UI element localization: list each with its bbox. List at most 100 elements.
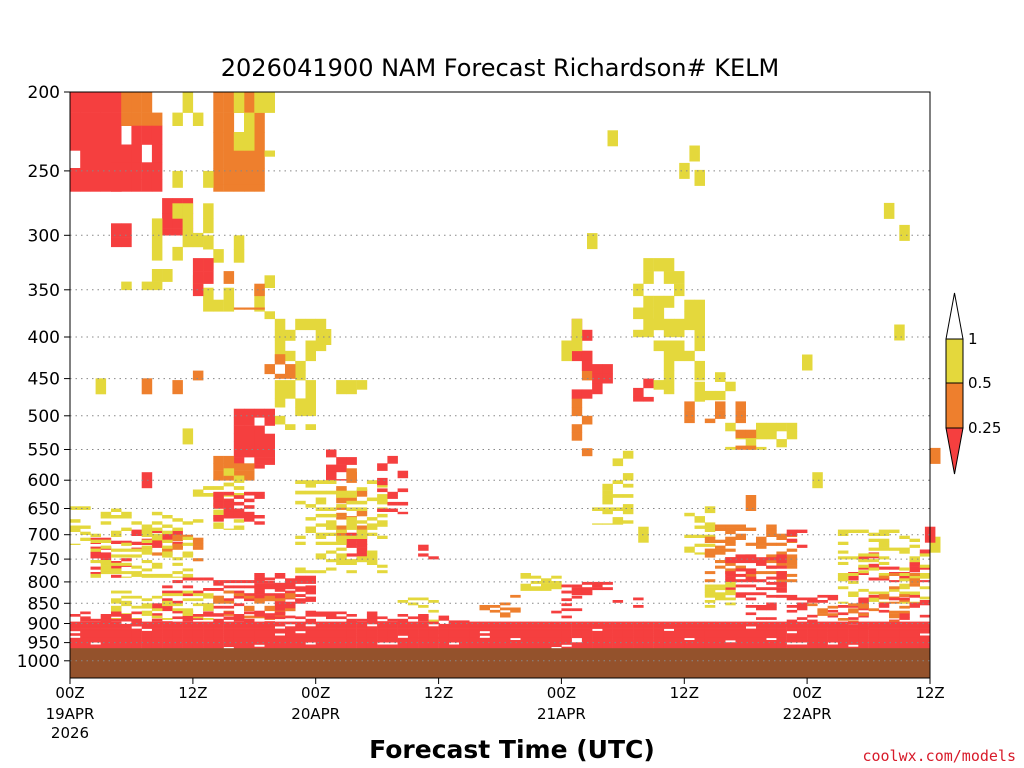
heatmap-cell: [244, 168, 255, 185]
heatmap-cell: [254, 425, 265, 435]
heatmap-cell: [592, 364, 603, 375]
heatmap-cell: [469, 630, 480, 634]
heatmap-cell: [561, 598, 572, 602]
heatmap-cell: [909, 544, 920, 548]
heatmap-cell: [858, 566, 869, 570]
heatmap-cell: [592, 633, 603, 636]
heatmap-cell: [418, 640, 429, 643]
heatmap-cell: [336, 535, 347, 539]
heatmap-cell: [909, 644, 920, 647]
heatmap-cell: [530, 630, 542, 634]
heatmap-cell: [203, 218, 214, 234]
heatmap-cell: [776, 644, 787, 647]
heatmap-cell: [244, 633, 255, 636]
heatmap-cell: [530, 586, 542, 590]
heatmap-cell: [715, 592, 726, 596]
heatmap-cell: [100, 621, 112, 624]
heatmap-cell: [776, 422, 787, 432]
heatmap-cell: [745, 637, 757, 641]
heatmap-cell: [336, 541, 347, 545]
heatmap-cell: [541, 581, 552, 584]
heatmap-cell: [622, 504, 634, 508]
heatmap-cell: [397, 630, 409, 634]
heatmap-cell: [203, 595, 214, 599]
heatmap-cell: [121, 642, 132, 645]
heatmap-cell: [346, 496, 357, 501]
heatmap-cell: [121, 562, 132, 566]
heatmap-cell: [541, 644, 552, 647]
heatmap-cell: [715, 621, 726, 625]
heatmap-cell: [213, 522, 224, 526]
heatmap-cell: [285, 329, 296, 341]
heatmap-cell: [264, 311, 275, 320]
heatmap-cell: [326, 464, 337, 473]
heatmap-cell: [684, 534, 695, 538]
heatmap-cell: [121, 646, 132, 649]
heatmap-cell: [653, 642, 665, 645]
y-tick-label: 500: [28, 407, 60, 427]
heatmap-cell: [151, 562, 163, 566]
heatmap-cell: [387, 501, 398, 506]
heatmap-cell: [244, 150, 255, 169]
heatmap-cell: [192, 493, 204, 497]
y-tick-label: 900: [28, 615, 60, 635]
heatmap-cell: [233, 616, 245, 620]
heatmap-cell: [489, 642, 501, 645]
heatmap-cell: [111, 92, 122, 113]
heatmap-cell: [90, 539, 101, 543]
heatmap-cell: [244, 611, 255, 615]
heatmap-cell: [725, 530, 736, 535]
heatmap-cell: [387, 621, 398, 625]
heatmap-cell: [500, 633, 511, 636]
heatmap-cell: [397, 621, 409, 624]
heatmap-cell: [704, 390, 716, 401]
y-axis: 2002503003504004505005506006507007508008…: [17, 83, 70, 672]
heatmap-cell: [305, 586, 316, 590]
heatmap-cell: [735, 642, 746, 645]
heatmap-cell: [100, 623, 112, 627]
heatmap-cell: [151, 644, 163, 647]
heatmap-cell: [233, 515, 245, 519]
heatmap-cell: [285, 646, 296, 649]
heatmap-cell: [725, 576, 736, 580]
heatmap-cell: [776, 628, 787, 632]
heatmap-cell: [715, 633, 726, 636]
heatmap-cell: [285, 586, 296, 590]
heatmap-cell: [776, 536, 787, 540]
heatmap-cell: [387, 633, 398, 636]
heatmap-cell: [735, 536, 746, 540]
heatmap-cell: [244, 608, 255, 612]
heatmap-cell: [254, 635, 265, 639]
heatmap-cell: [766, 635, 777, 639]
heatmap-cell: [172, 213, 183, 229]
heatmap-cell: [725, 539, 736, 543]
heatmap-cell: [407, 602, 419, 606]
heatmap-cell: [172, 633, 183, 636]
heatmap-cell: [796, 607, 808, 611]
heatmap-cell: [796, 637, 808, 641]
y-tick-label: 800: [28, 573, 60, 593]
heatmap-cell: [776, 637, 787, 641]
heatmap-cell: [561, 626, 572, 629]
heatmap-cell: [264, 408, 275, 418]
heatmap-cell: [622, 507, 634, 511]
y-tick-label: 700: [28, 526, 60, 546]
heatmap-cell: [684, 626, 695, 629]
heatmap-cell: [285, 605, 296, 609]
heatmap-cell: [305, 581, 316, 584]
heatmap-cell: [274, 601, 286, 604]
heatmap-cell: [203, 486, 214, 490]
heatmap-cell: [141, 640, 153, 643]
heatmap-cell: [182, 203, 194, 219]
heatmap-cell: [541, 637, 552, 641]
heatmap-cell: [704, 571, 716, 575]
heatmap-cell: [151, 576, 163, 578]
heatmap-cell: [469, 642, 480, 645]
heatmap-cell: [172, 203, 183, 219]
heatmap-cell: [438, 635, 450, 639]
heatmap-cell: [489, 630, 501, 634]
heatmap-cell: [377, 564, 388, 568]
heatmap-cell: [438, 646, 450, 649]
heatmap-cell: [909, 637, 920, 641]
heatmap-cell: [305, 646, 316, 649]
